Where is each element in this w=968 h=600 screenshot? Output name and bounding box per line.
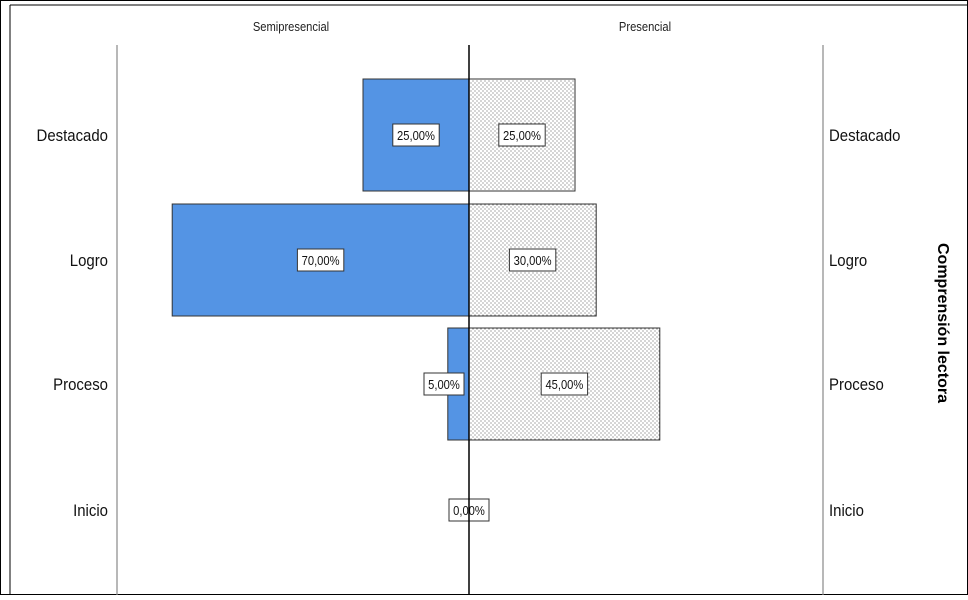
category-label-right-logro: Logro: [829, 252, 867, 270]
data-label-semipresencial-destacado-text: 25,00%: [397, 128, 435, 143]
data-label-semipresencial-proceso: 5,00%: [423, 372, 465, 396]
data-labels: 25,00% 25,00%70,00% 30,00%5,00% 45,00%0,00%: [296, 123, 589, 522]
category-label-left-proceso: Proceso: [53, 376, 108, 394]
category-label-right-proceso: Proceso: [829, 376, 884, 394]
category-label-right-destacado: Destacado: [829, 127, 901, 145]
category-labels-left: Destacado Logro Proceso Inicio: [37, 127, 109, 520]
data-label-semipresencial-logro: 70,00%: [296, 248, 345, 272]
data-label-semipresencial-destacado: 25,00%: [392, 123, 440, 147]
data-label-semipresencial-logro-box: [296, 248, 345, 272]
data-label-presencial-proceso: 45,00%: [540, 372, 589, 396]
category-label-left-logro: Logro: [70, 252, 108, 270]
y-axis-title: Comprensión lectora: [934, 243, 951, 403]
category-labels-right: Destacado Logro Proceso Inicio: [829, 127, 901, 520]
category-label-left-destacado: Destacado: [37, 127, 109, 145]
panel-header-presencial: Presencial: [619, 19, 671, 34]
data-label-presencial-destacado-box: [498, 123, 546, 147]
data-label-semipresencial-proceso-text: 5,00%: [428, 377, 460, 392]
category-label-left-inicio: Inicio: [73, 502, 108, 520]
data-label-presencial-logro: 30,00%: [508, 248, 557, 272]
category-label-right-inicio: Inicio: [829, 502, 864, 520]
panel-header-semipresencial: Semipresencial: [253, 19, 329, 34]
data-label-presencial-destacado: 25,00%: [498, 123, 546, 147]
data-label-presencial-logro-text: 30,00%: [514, 253, 552, 268]
data-label-presencial-proceso-text: 45,00%: [545, 377, 583, 392]
data-label-semipresencial-proceso-box: [423, 372, 465, 396]
data-label-presencial-destacado-text: 25,00%: [503, 128, 541, 143]
data-label-semipresencial-logro-text: 70,00%: [302, 253, 340, 268]
data-label-presencial-logro-box: [508, 248, 557, 272]
data-label-presencial-proceso-box: [540, 372, 589, 396]
data-label-semipresencial-destacado-box: [392, 123, 440, 147]
